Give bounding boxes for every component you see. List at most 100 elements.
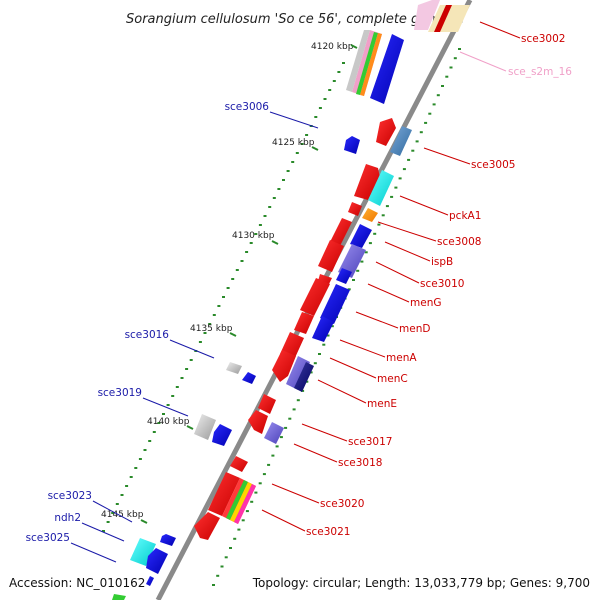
gene-arrow[interactable]: [160, 534, 176, 546]
gene-label[interactable]: ispB: [431, 256, 453, 268]
gene-arrow[interactable]: [230, 456, 248, 472]
tick-dot: [373, 232, 377, 235]
tick-dot: [189, 359, 193, 361]
label-leader: [261, 509, 306, 532]
gene-arrow[interactable]: [194, 512, 220, 540]
gene-label[interactable]: menE: [367, 398, 397, 410]
tick-dot: [419, 131, 423, 134]
gene-arrow[interactable]: [354, 164, 380, 200]
gene-arrow[interactable]: [330, 218, 352, 246]
tick-dot: [415, 140, 419, 143]
label-leader: [479, 21, 521, 39]
gene-block[interactable]: [234, 484, 256, 524]
map-title: Sorangium cellulosum 'So ce 56', complet…: [126, 12, 464, 27]
tick-dot: [241, 519, 245, 522]
gene-block[interactable]: [112, 594, 126, 600]
tick-dot: [445, 75, 449, 78]
gene-block[interactable]: [226, 480, 248, 520]
gene-arrow[interactable]: [318, 240, 344, 272]
gene-label[interactable]: sce3018: [338, 457, 382, 469]
gene-label[interactable]: menG: [410, 297, 441, 309]
gene-label[interactable]: menD: [399, 323, 430, 335]
gene-label[interactable]: sce3025: [26, 532, 70, 544]
gene-arrow[interactable]: [348, 202, 362, 216]
label-leader: [329, 357, 377, 379]
gene-label[interactable]: sce3008: [437, 236, 481, 248]
gene-block[interactable]: [336, 268, 352, 284]
gene-block[interactable]: [434, 5, 452, 32]
tick-dot: [240, 260, 244, 262]
gene-block[interactable]: [230, 482, 252, 522]
tick-mark: [350, 44, 358, 49]
tick-dot: [390, 195, 394, 198]
tick-dot: [272, 197, 276, 199]
gene-arrow[interactable]: [208, 472, 240, 516]
gene-label[interactable]: menA: [386, 352, 417, 364]
tick-dot: [102, 530, 105, 532]
gene-label[interactable]: sce_s2m_16: [508, 66, 572, 78]
gene-label[interactable]: sce3005: [471, 159, 515, 171]
tick-dot: [356, 269, 360, 272]
tick-dot: [402, 168, 406, 171]
gene-block[interactable]: [294, 362, 314, 392]
gene-arrow[interactable]: [300, 278, 330, 316]
gene-label[interactable]: ndh2: [54, 512, 81, 524]
gene-label[interactable]: sce3023: [48, 490, 92, 502]
gene-block[interactable]: [226, 362, 242, 374]
gene-block[interactable]: [312, 316, 334, 342]
reverse-genes: [112, 136, 360, 600]
tick-dot: [291, 161, 295, 163]
tick-dot: [198, 341, 202, 343]
gene-label[interactable]: sce3016: [125, 329, 170, 341]
gene-label[interactable]: sce3021: [306, 526, 350, 538]
tick-dot: [449, 66, 453, 69]
tick-dots: [102, 48, 461, 586]
gene-block[interactable]: [362, 208, 378, 222]
gene-arrow[interactable]: [294, 312, 314, 334]
label-leader: [377, 221, 437, 242]
gene-arrow[interactable]: [376, 118, 396, 146]
tick-dot: [212, 314, 216, 316]
gene-arrow[interactable]: [344, 136, 360, 154]
tick-dot: [318, 107, 322, 109]
gene-arrow[interactable]: [258, 394, 276, 414]
gene-label[interactable]: sce3002: [521, 33, 565, 45]
gene-label[interactable]: sce3020: [320, 498, 364, 510]
gene-block[interactable]: [368, 170, 394, 206]
gene-block[interactable]: [264, 422, 284, 444]
tick-dot: [217, 305, 221, 307]
gene-arrow[interactable]: [212, 424, 232, 446]
multicolor-gene[interactable]: [346, 30, 382, 96]
gene-block[interactable]: [130, 538, 156, 566]
tick-dot: [249, 242, 253, 244]
tick-dot: [364, 251, 368, 254]
gene-label[interactable]: menC: [377, 373, 408, 385]
tick-dot: [245, 251, 249, 253]
tick-dot: [411, 149, 415, 152]
gene-block[interactable]: [194, 414, 216, 440]
gene-arrow[interactable]: [242, 372, 256, 384]
tick-dot: [428, 112, 432, 115]
gene-label[interactable]: sce3010: [420, 278, 464, 290]
gene-block[interactable]: [414, 0, 440, 30]
gene-arrow[interactable]: [146, 576, 154, 586]
gene-block[interactable]: [286, 356, 310, 390]
gene-arrow[interactable]: [248, 410, 268, 434]
label-leader: [339, 339, 386, 358]
gene-arrow[interactable]: [146, 548, 168, 574]
tick-dot: [250, 500, 254, 503]
tick-dot: [208, 323, 212, 325]
gene-label[interactable]: sce3006: [225, 101, 270, 113]
gene-labels: sce3002 sce3005 pckA1 sce3008 ispB sce3010 men…: [26, 33, 573, 544]
gene-label[interactable]: sce3017: [348, 436, 392, 448]
gene-label[interactable]: pckA1: [449, 210, 481, 222]
gene-block[interactable]: [350, 224, 372, 248]
gene-arrow[interactable]: [370, 34, 404, 104]
gene-label[interactable]: sce3019: [98, 387, 142, 399]
tick-dot: [295, 152, 299, 154]
label-leader: [367, 283, 410, 303]
gene-arrow[interactable]: [272, 350, 296, 382]
tick-dot: [282, 179, 285, 181]
gene-block[interactable]: [320, 284, 350, 324]
gene-block[interactable]: [390, 126, 412, 156]
